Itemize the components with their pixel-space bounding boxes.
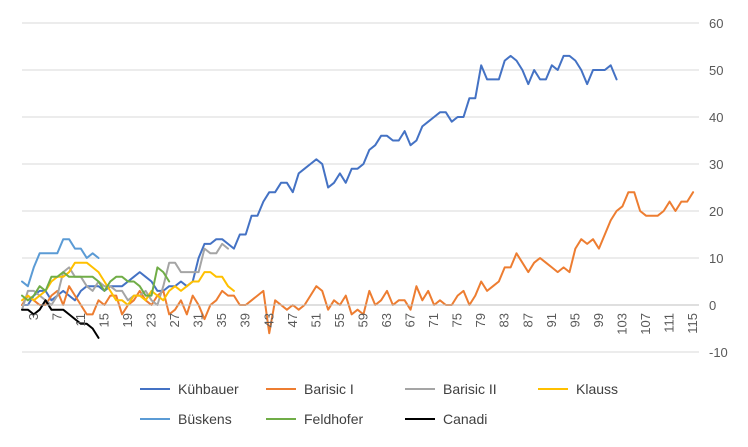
series-lines [21,54,695,339]
y-tick-label: 50 [709,63,723,78]
x-tick-label: 87 [520,313,535,327]
series-line-b-skens [21,238,100,288]
x-tick-label: 7 [49,313,64,320]
x-tick-label: 99 [591,313,606,327]
legend-item: Feldhofer [266,411,363,427]
legend-label: Klauss [576,381,618,397]
x-tick-label: 11 [73,313,88,327]
legend-label: Canadi [443,411,487,427]
x-tick-label: 83 [497,313,512,327]
x-tick-label: 79 [473,313,488,327]
legend-item: Barisic I [266,381,354,397]
legend-label: Kühbauer [178,381,239,397]
x-tick-label: 15 [96,313,111,327]
x-tick-label: 107 [638,313,653,335]
x-tick-label: 115 [685,313,700,334]
gridlines [22,22,699,353]
x-tick-label: 91 [544,313,559,327]
x-tick-label: 31 [191,313,206,327]
x-tick-label: 27 [167,313,182,327]
x-tick-label: 19 [120,313,135,327]
legend-label: Feldhofer [304,411,363,427]
legend-label: Büskens [178,411,232,427]
y-tick-label: 60 [709,16,723,31]
x-tick-label: 43 [261,313,276,327]
x-tick-label: 23 [144,313,159,327]
y-axis: -10 0 10 20 30 40 50 60 [709,16,728,360]
legend-item: Kühbauer [140,381,239,397]
x-tick-label: 95 [567,313,582,327]
x-tick-label: 67 [403,313,418,327]
series-line-k-hbauer [21,54,618,306]
x-tick-label: 3 [26,313,41,320]
y-tick-label: 10 [709,251,723,266]
legend-item: Canadi [405,411,487,427]
x-tick-label: 51 [308,313,323,327]
x-tick-label: 103 [614,313,629,335]
x-tick-label: 111 [662,313,677,333]
x-tick-label: 75 [450,313,465,327]
y-tick-label: 30 [709,157,723,172]
series-line-barisic-ii [21,242,230,311]
x-tick-label: 35 [214,313,229,327]
y-tick-label: -10 [709,345,728,360]
x-tick-label: 71 [426,313,441,327]
legend: Kühbauer Barisic I Barisic II Klauss Büskens… [140,381,618,427]
y-tick-label: 0 [709,298,716,313]
legend-item: Klauss [538,381,618,397]
legend-item: Barisic II [405,381,497,397]
series-line-barisic-i [21,191,695,335]
series-line-canadi [21,299,100,339]
x-tick-label: 59 [355,313,370,327]
legend-label: Barisic II [443,381,497,397]
y-tick-label: 20 [709,204,723,219]
legend-label: Barisic I [304,381,354,397]
x-tick-label: 39 [238,313,253,327]
x-tick-label: 55 [332,313,347,327]
x-axis: 3 7 11 15 19 23 27 31 35 39 43 47 51 55 59 63 67 71 75 79 83… [22,304,700,335]
y-tick-label: 40 [709,110,723,125]
legend-item: Büskens [140,411,232,427]
x-tick-label: 47 [285,313,300,327]
x-tick-label: 63 [379,313,394,327]
series-line-feldhofer [21,266,171,302]
